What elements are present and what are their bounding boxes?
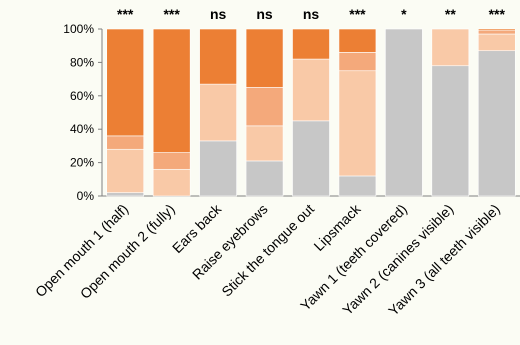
bar-segment	[245, 28, 284, 88]
bar-segment	[199, 83, 237, 142]
bar-segment	[338, 175, 377, 197]
bar-segment	[431, 28, 470, 67]
significance-label: *	[401, 6, 407, 22]
bar-segment	[477, 28, 516, 31]
bar-segment	[338, 28, 377, 53]
bar-segment	[106, 192, 145, 197]
y-tick-labels: 0% 20% 40% 60% 80% 100%	[63, 22, 94, 203]
significance-label: ns	[303, 6, 320, 22]
bar-segment	[152, 168, 191, 197]
y-tick-label: 80%	[70, 55, 94, 69]
bar-segment	[385, 28, 423, 197]
significance-label: ***	[163, 6, 180, 22]
significance-label: **	[445, 6, 456, 22]
y-tick-label: 0%	[77, 189, 95, 203]
bar-segment	[245, 87, 284, 127]
bar-segment	[338, 70, 377, 177]
bars	[106, 28, 516, 197]
bar-segment	[292, 58, 330, 122]
y-tick-label: 20%	[70, 156, 94, 170]
significance-label: ns	[210, 6, 227, 22]
bar-segment	[292, 120, 330, 197]
bar-segment	[106, 135, 145, 150]
significance-label: ***	[489, 6, 506, 22]
y-tick-label: 100%	[63, 22, 94, 36]
bar-segment	[431, 65, 470, 197]
bar-segment	[338, 52, 377, 72]
bar-segment	[106, 28, 145, 137]
bar-segment	[106, 148, 145, 193]
bar-segment	[477, 33, 516, 52]
significance-labels: *** *** ns ns ns *** * ** ***	[117, 6, 505, 22]
bar-segment	[199, 140, 237, 197]
y-tick-label: 40%	[70, 122, 94, 136]
bar-segment	[152, 28, 191, 153]
bar-segment	[152, 152, 191, 170]
category-label: Stick the tongue out	[218, 201, 317, 300]
bar-segment	[245, 160, 284, 197]
category-labels: Open mouth 1 (half)Open mouth 2 (fully)E…	[32, 200, 503, 319]
significance-label: ***	[117, 6, 134, 22]
bar-segment	[477, 30, 516, 35]
bar-segment	[245, 125, 284, 162]
bar-segment	[292, 28, 330, 60]
bar-segment	[199, 28, 237, 85]
y-tick-label: 60%	[70, 89, 94, 103]
bar-segment	[477, 50, 516, 197]
significance-label: ns	[256, 6, 273, 22]
significance-label: ***	[349, 6, 366, 22]
